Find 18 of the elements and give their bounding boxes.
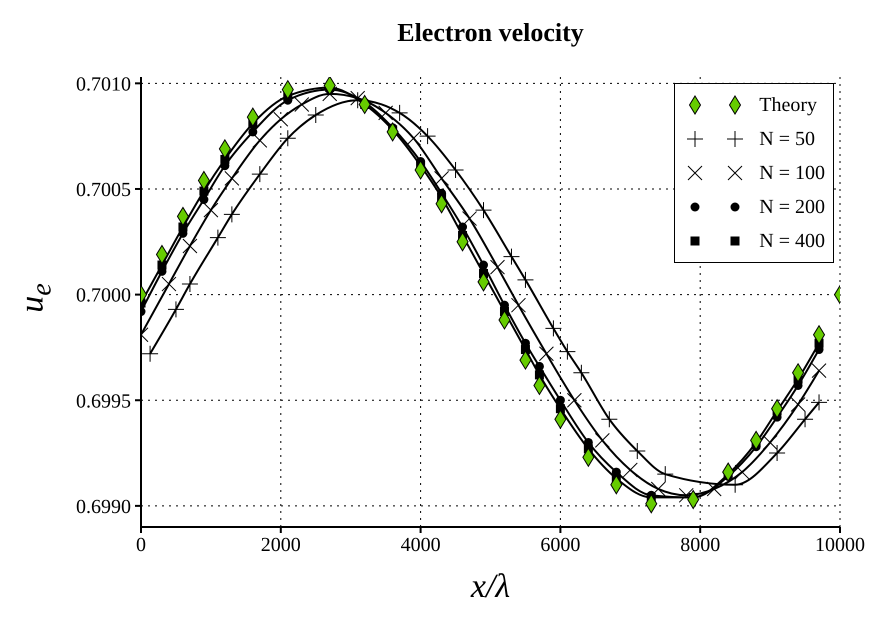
- y-tick-label: 0.7005: [76, 179, 131, 202]
- legend-label: N = 200: [759, 196, 825, 218]
- y-tick-label: 0.7010: [76, 73, 131, 96]
- y-tick-label: 0.7000: [76, 284, 131, 307]
- y-tick-label: 0.6995: [76, 390, 131, 412]
- y-tick-label: 0.6990: [76, 496, 131, 518]
- legend-label: N = 50: [759, 128, 815, 150]
- x-axis-title: x/λ: [470, 568, 512, 606]
- x-tick-label: 2000: [260, 534, 301, 556]
- x-tick-label: 10000: [815, 534, 865, 556]
- x-tick-label: 0: [136, 534, 146, 556]
- legend-label: N = 400: [759, 230, 825, 252]
- chart-title: Electron velocity: [396, 18, 585, 48]
- x-tick-label: 4000: [400, 534, 441, 556]
- x-tick-label: 6000: [540, 534, 580, 556]
- legend-label: Theory: [759, 94, 818, 116]
- x-tick-label: 8000: [680, 534, 720, 556]
- legend-label: N = 100: [759, 162, 825, 184]
